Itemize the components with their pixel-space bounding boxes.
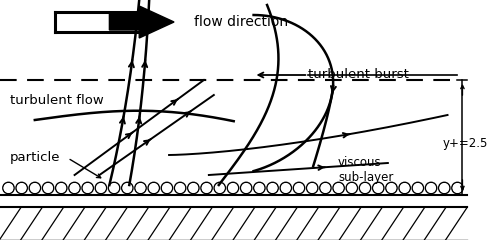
Text: viscous
sub-layer: viscous sub-layer	[338, 156, 394, 185]
Circle shape	[96, 183, 106, 193]
Circle shape	[386, 183, 396, 193]
Circle shape	[136, 183, 145, 193]
Circle shape	[188, 183, 198, 193]
Circle shape	[70, 183, 79, 193]
Circle shape	[453, 183, 462, 193]
Text: turbulent burst: turbulent burst	[308, 68, 409, 82]
Circle shape	[162, 183, 172, 193]
Circle shape	[44, 183, 53, 193]
Circle shape	[254, 183, 264, 193]
Circle shape	[268, 183, 278, 193]
Circle shape	[413, 183, 422, 193]
Text: flow direction: flow direction	[194, 15, 288, 29]
Circle shape	[334, 183, 344, 193]
Circle shape	[202, 183, 211, 193]
Circle shape	[110, 183, 119, 193]
Circle shape	[228, 183, 237, 193]
Circle shape	[308, 183, 317, 193]
Circle shape	[400, 183, 409, 193]
Circle shape	[347, 183, 356, 193]
Circle shape	[440, 183, 449, 193]
Circle shape	[374, 183, 383, 193]
Circle shape	[4, 183, 13, 193]
Circle shape	[30, 183, 40, 193]
Text: particle: particle	[10, 150, 60, 163]
Polygon shape	[110, 6, 174, 38]
Circle shape	[176, 183, 185, 193]
Circle shape	[320, 183, 330, 193]
Circle shape	[242, 183, 251, 193]
Circle shape	[83, 183, 92, 193]
Circle shape	[149, 183, 158, 193]
Circle shape	[281, 183, 290, 193]
Circle shape	[122, 183, 132, 193]
Circle shape	[426, 183, 436, 193]
Circle shape	[56, 183, 66, 193]
Circle shape	[215, 183, 224, 193]
Circle shape	[17, 183, 26, 193]
Circle shape	[360, 183, 370, 193]
Circle shape	[294, 183, 304, 193]
Text: turbulent flow: turbulent flow	[10, 94, 104, 107]
Text: y+=2.5: y+=2.5	[442, 137, 488, 150]
